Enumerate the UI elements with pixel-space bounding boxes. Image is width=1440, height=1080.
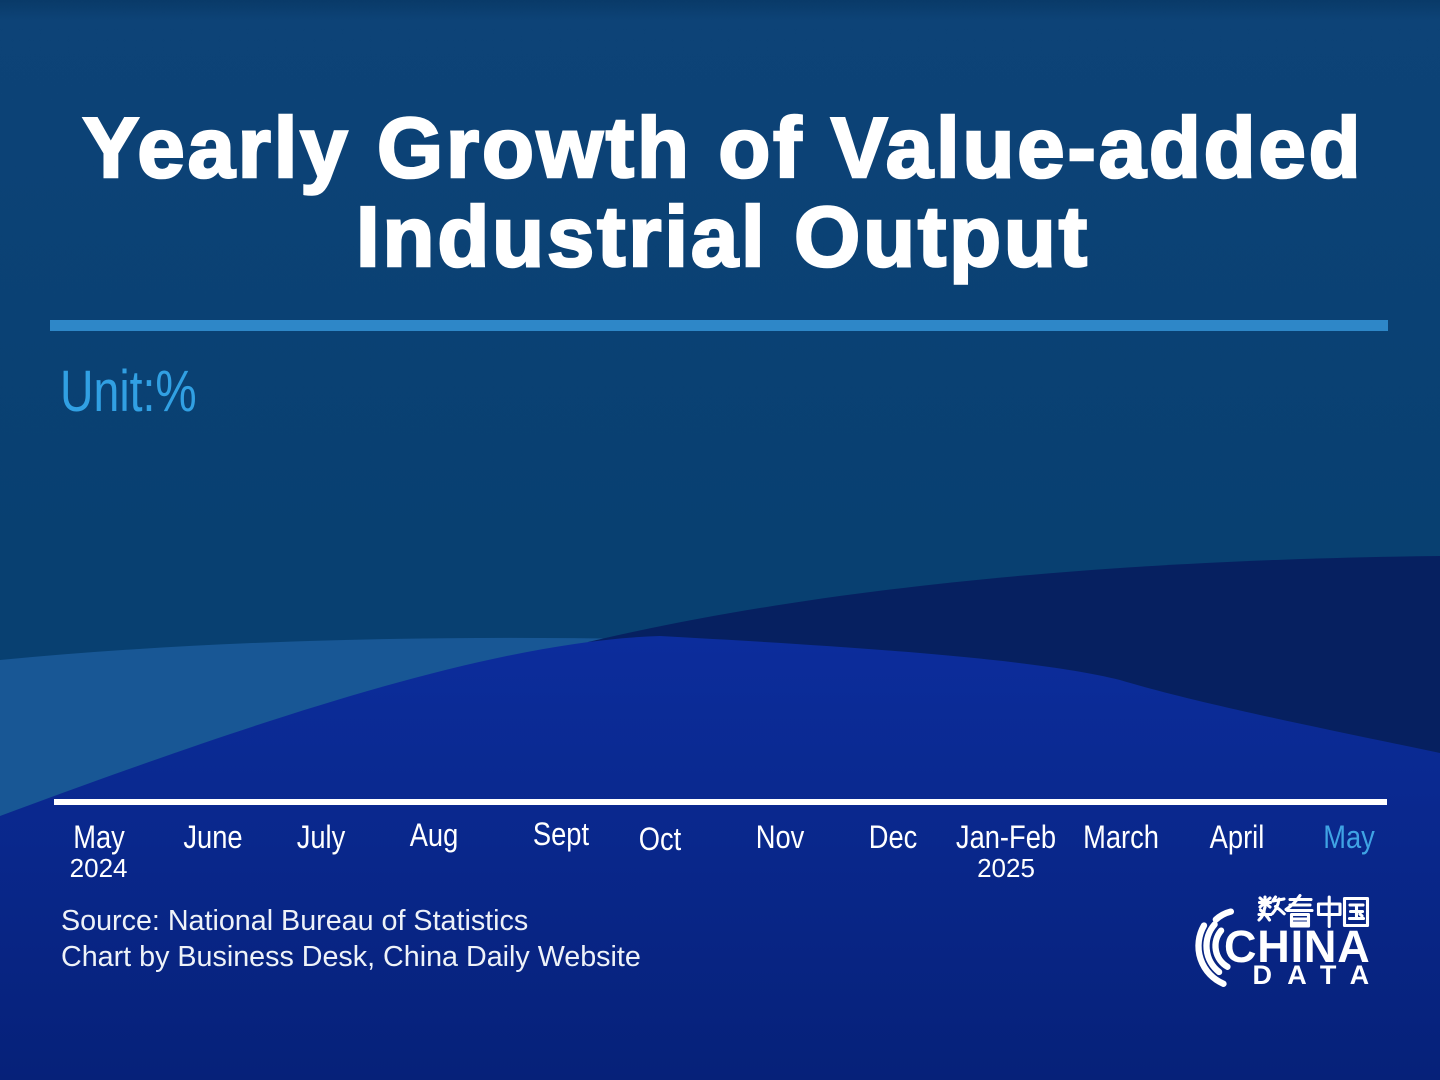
svg-text:DATA: DATA — [1253, 960, 1385, 990]
svg-text:CHINA: CHINA — [1224, 921, 1371, 972]
